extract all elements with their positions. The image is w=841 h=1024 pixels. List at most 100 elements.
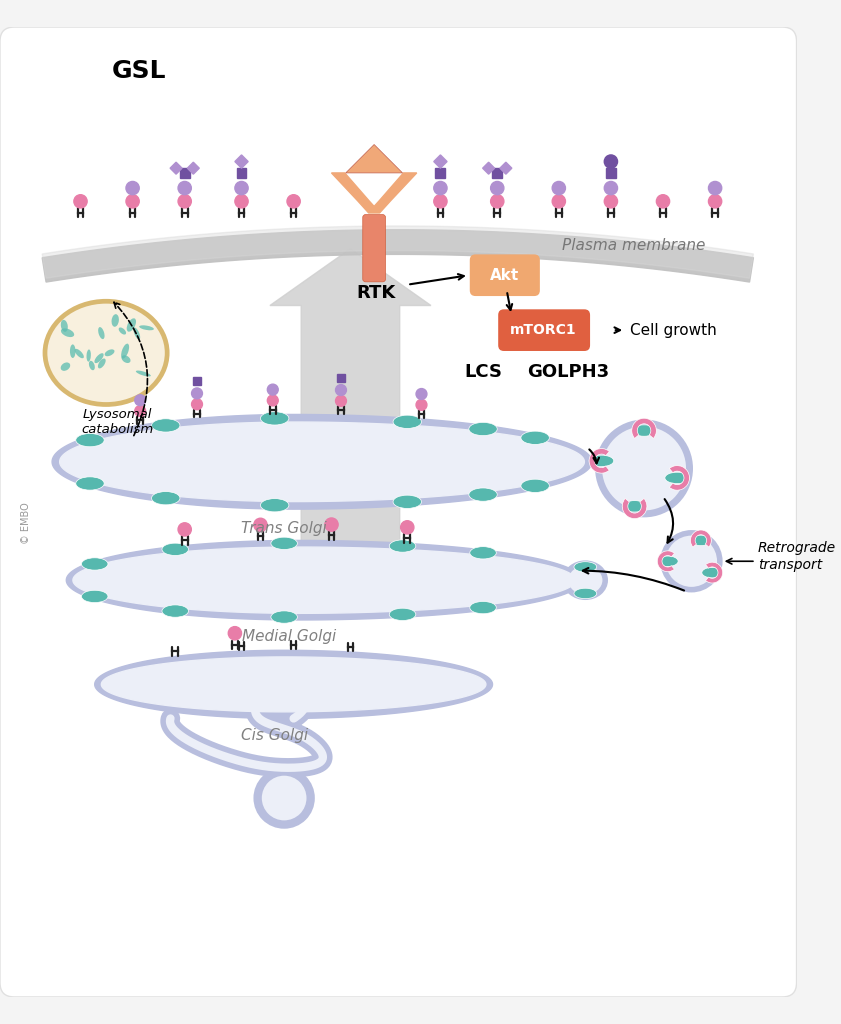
Ellipse shape [61, 319, 68, 332]
Ellipse shape [151, 492, 180, 505]
Bar [337, 374, 345, 382]
Text: LCS: LCS [464, 364, 502, 381]
Polygon shape [170, 162, 182, 174]
Ellipse shape [89, 360, 95, 371]
FancyBboxPatch shape [498, 309, 590, 351]
Wedge shape [706, 562, 722, 583]
Polygon shape [95, 650, 493, 719]
Circle shape [490, 181, 504, 195]
Wedge shape [590, 449, 610, 473]
Circle shape [663, 532, 720, 590]
Polygon shape [188, 162, 199, 174]
Ellipse shape [690, 536, 711, 546]
Ellipse shape [136, 371, 151, 377]
Circle shape [336, 385, 346, 395]
Ellipse shape [98, 327, 104, 339]
Circle shape [235, 195, 248, 208]
Polygon shape [483, 162, 495, 174]
Ellipse shape [112, 314, 119, 327]
Polygon shape [66, 541, 583, 620]
Bar [606, 168, 616, 178]
Ellipse shape [590, 456, 614, 467]
Ellipse shape [127, 318, 136, 332]
Text: Medial Golgi: Medial Golgi [241, 630, 336, 644]
Ellipse shape [140, 326, 154, 331]
Bar [236, 168, 246, 178]
Circle shape [287, 195, 300, 208]
Polygon shape [270, 249, 431, 543]
Polygon shape [60, 422, 584, 502]
Text: Cell growth: Cell growth [630, 323, 717, 338]
Ellipse shape [658, 556, 678, 566]
Polygon shape [102, 657, 486, 712]
Text: GOLPH3: GOLPH3 [527, 364, 610, 381]
Polygon shape [42, 229, 754, 282]
Bar [180, 168, 190, 178]
Ellipse shape [393, 496, 421, 509]
Ellipse shape [632, 425, 656, 436]
Circle shape [605, 195, 617, 208]
Text: RTK: RTK [357, 284, 395, 302]
Circle shape [192, 388, 203, 398]
Circle shape [490, 195, 504, 208]
Circle shape [599, 423, 690, 514]
Ellipse shape [389, 608, 415, 621]
Ellipse shape [389, 540, 415, 552]
Text: Retrograde
transport: Retrograde transport [758, 542, 836, 571]
Bar [193, 377, 201, 385]
Circle shape [178, 195, 191, 208]
Circle shape [254, 518, 267, 531]
Ellipse shape [393, 415, 421, 428]
Circle shape [416, 399, 427, 411]
Polygon shape [434, 155, 447, 168]
Polygon shape [42, 226, 754, 279]
Circle shape [235, 181, 248, 195]
Ellipse shape [521, 431, 549, 444]
Text: Akt: Akt [490, 267, 520, 283]
Ellipse shape [98, 358, 106, 369]
Ellipse shape [119, 328, 126, 335]
Wedge shape [622, 499, 647, 518]
Text: Plasma membrane: Plasma membrane [563, 239, 706, 253]
Wedge shape [669, 466, 690, 490]
Ellipse shape [61, 362, 70, 371]
Ellipse shape [76, 433, 104, 446]
Text: mTORC1: mTORC1 [510, 324, 577, 337]
Ellipse shape [76, 477, 104, 490]
Circle shape [434, 181, 447, 195]
Circle shape [400, 521, 414, 534]
FancyBboxPatch shape [0, 27, 796, 997]
Text: GSL: GSL [112, 59, 167, 83]
Ellipse shape [261, 412, 288, 425]
Ellipse shape [43, 299, 170, 407]
FancyBboxPatch shape [362, 215, 385, 282]
Ellipse shape [82, 590, 108, 602]
Bar [436, 168, 446, 178]
Ellipse shape [47, 304, 165, 402]
Circle shape [553, 195, 565, 208]
Wedge shape [658, 551, 674, 571]
Ellipse shape [94, 353, 103, 364]
Circle shape [336, 395, 346, 407]
Polygon shape [73, 547, 576, 613]
Bar [492, 168, 502, 178]
Ellipse shape [121, 355, 130, 364]
Circle shape [605, 155, 617, 168]
Text: © EMBO: © EMBO [21, 503, 31, 544]
Circle shape [553, 181, 565, 195]
Ellipse shape [470, 601, 496, 613]
Ellipse shape [521, 479, 549, 493]
Ellipse shape [61, 329, 74, 337]
Ellipse shape [665, 472, 690, 483]
Circle shape [126, 181, 140, 195]
Circle shape [416, 388, 427, 399]
Circle shape [228, 627, 241, 640]
Circle shape [135, 395, 145, 406]
Circle shape [135, 406, 145, 417]
Circle shape [708, 181, 722, 195]
Ellipse shape [622, 501, 647, 512]
Ellipse shape [104, 349, 114, 356]
Ellipse shape [574, 588, 597, 599]
Polygon shape [500, 162, 512, 174]
Circle shape [267, 395, 278, 406]
